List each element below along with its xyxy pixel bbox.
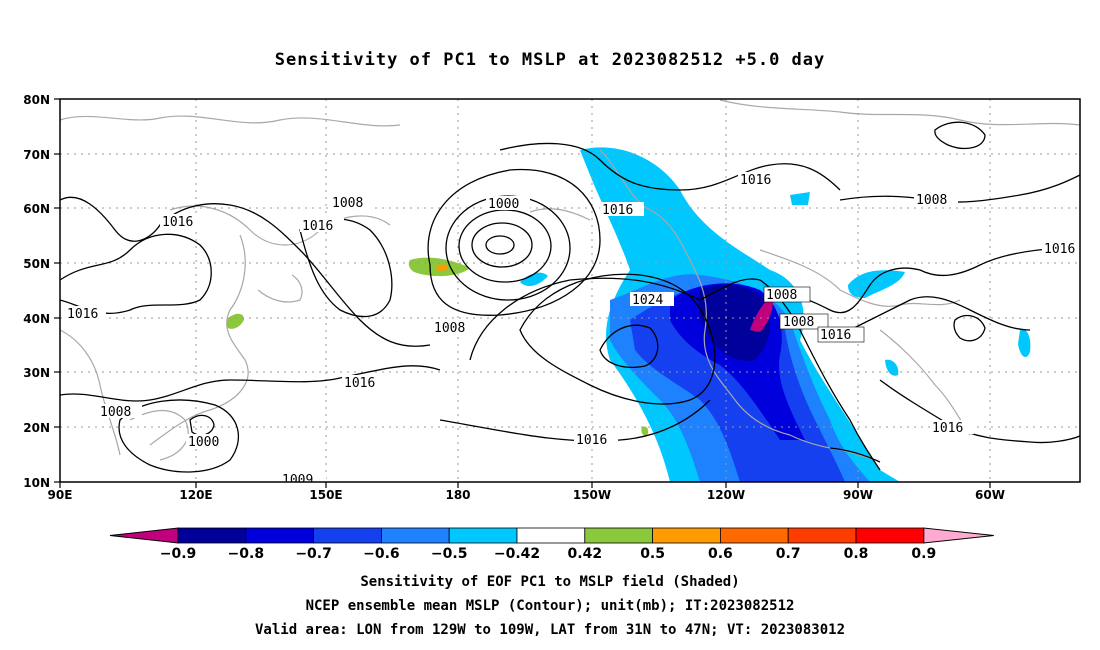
colorbar-segment [245, 527, 315, 544]
mslp-contours [60, 121, 1080, 473]
lon-tick-label: 90E [48, 488, 73, 502]
colorbar-tick-label: 0.9 [911, 546, 936, 562]
contour-label: 1016 [67, 307, 98, 322]
colorbar-tick-label: 0.8 [844, 546, 869, 562]
contour-label: 1016 [820, 328, 851, 343]
lat-axis: 80N 70N 60N 50N 40N 30N 20N 10N [23, 93, 50, 490]
contour-label: 1008 [434, 321, 465, 336]
contour-labels: 1008 1016 1016 1000 1008 1016 1008 1016 … [62, 172, 1080, 488]
lat-tick-label: 30N [23, 366, 50, 380]
contour-label: 1000 [488, 197, 519, 212]
colorbar-segment [787, 527, 857, 544]
contour-label: 1016 [576, 433, 607, 448]
contour-label: 1008 [783, 315, 814, 330]
footer-line-2: NCEP ensemble mean MSLP (Contour); unit(… [305, 598, 795, 614]
lon-axis: 90E 120E 150E 180 150W 120W 90W 60W [48, 488, 1005, 502]
lon-tick-label: 180 [445, 488, 470, 502]
contour-label: 1016 [602, 203, 633, 218]
lat-tick-label: 50N [23, 257, 50, 271]
colorbar-segment [855, 527, 925, 544]
contour-label: 1009 [282, 473, 313, 488]
footer-line-1: Sensitivity of EOF PC1 to MSLP field (Sh… [360, 574, 740, 590]
contour-label: 1016 [302, 219, 333, 234]
contour-label: 1016 [740, 173, 771, 188]
graticule [60, 99, 1080, 482]
contour-label: 1016 [344, 376, 375, 391]
lat-tick-label: 10N [23, 476, 50, 490]
axis-ticks [54, 98, 991, 488]
colorbar-tick-label: 0.42 [568, 546, 603, 562]
lon-tick-label: 90W [843, 488, 873, 502]
colorbar-segment [516, 527, 586, 544]
lon-tick-label: 120E [179, 488, 212, 502]
colorbar-tick-label: 0.7 [776, 546, 801, 562]
lat-tick-label: 70N [23, 148, 50, 162]
colorbar-segment [380, 527, 450, 544]
lat-tick-label: 20N [23, 421, 50, 435]
colorbar-max-arrow [923, 527, 994, 544]
contour-label: 1008 [766, 288, 797, 303]
contour-label: 1008 [100, 405, 131, 420]
contour-label: 1024 [632, 293, 663, 308]
lat-tick-label: 60N [23, 202, 50, 216]
colorbar-tick-label: −0.9 [160, 546, 197, 562]
colorbar-segment [177, 527, 247, 544]
colorbar-min-arrow [109, 527, 179, 544]
colorbar: −0.9 −0.8 −0.7 −0.6 −0.5 −0.42 0.42 0.5 0.6 0.7 0.… [109, 527, 994, 562]
plot-title: Sensitivity of PC1 to MSLP at 2023082512… [274, 50, 826, 70]
sensitivity-shading [226, 147, 1031, 482]
contour-label: 1016 [932, 421, 963, 436]
lat-tick-label: 80N [23, 93, 50, 107]
contour-label: 1016 [162, 215, 193, 230]
colorbar-tick-label: −0.7 [295, 546, 332, 562]
colorbar-tick-label: −0.42 [494, 546, 540, 562]
contour-label: 1008 [916, 193, 947, 208]
footer-line-3: Valid area: LON from 129W to 109W, LAT f… [254, 622, 845, 638]
colorbar-tick-label: −0.5 [431, 546, 468, 562]
contour-label: 1016 [1044, 242, 1075, 257]
colorbar-tick-label: −0.6 [363, 546, 400, 562]
colorbar-tick-label: 0.5 [640, 546, 665, 562]
map-background [60, 99, 1080, 482]
colorbar-segment [448, 527, 518, 544]
contour-label: 1000 [188, 435, 219, 450]
lat-tick-label: 40N [23, 312, 50, 326]
colorbar-tick-label: 0.6 [708, 546, 733, 562]
colorbar-tick-label: −0.8 [228, 546, 265, 562]
lon-tick-label: 150E [309, 488, 342, 502]
lon-tick-label: 120W [707, 488, 745, 502]
boxed-contour-labels: 1008 1008 1016 [763, 286, 865, 343]
contour-label: 1008 [332, 196, 363, 211]
colorbar-segment [313, 527, 382, 544]
colorbar-segment [584, 527, 653, 544]
colorbar-segment [652, 527, 721, 544]
colorbar-segment [720, 527, 789, 544]
lon-tick-label: 60W [975, 488, 1005, 502]
map-frame [59, 98, 1081, 483]
lon-tick-label: 150W [573, 488, 611, 502]
